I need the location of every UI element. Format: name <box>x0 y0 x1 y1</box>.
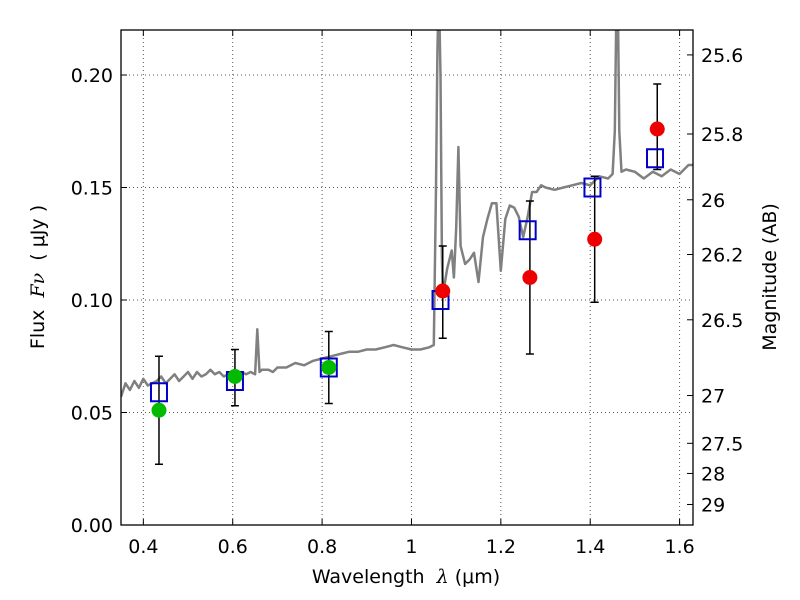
x-axis-label-prefix: Wavelength <box>312 566 437 588</box>
y-tick-label: 0.15 <box>71 178 113 200</box>
right-axis-label: Magnitude (AB) <box>759 203 781 351</box>
x-tick-label: 1.6 <box>664 536 694 558</box>
y-tick-label: 0.20 <box>71 65 113 87</box>
green-data-point <box>321 360 337 375</box>
x-axis-label-suffix: (μm) <box>449 566 500 588</box>
red-data-point <box>587 231 603 247</box>
model-point-square <box>149 382 168 403</box>
x-tick-label: 0.6 <box>218 536 248 558</box>
model-point-square <box>518 220 537 241</box>
x-axis-label: Wavelength λ (μm) <box>312 566 500 588</box>
x-tick-label: 0.4 <box>128 536 158 558</box>
plot-clipped <box>121 30 693 465</box>
y-tick-label: 0.05 <box>71 403 113 425</box>
y-axis-label-prefix: Flux <box>27 298 49 350</box>
red-data-point <box>435 283 451 299</box>
model-spectrum-line <box>121 30 693 398</box>
model-point-square <box>646 148 665 169</box>
model-point-square <box>319 357 338 378</box>
y-tick-label: 0.00 <box>71 515 113 537</box>
right-tick-label: 25.8 <box>701 124 743 146</box>
right-tick-label: 27 <box>701 386 725 408</box>
x-axis-label-symbol: λ <box>436 566 449 588</box>
right-tick-label: 27.5 <box>701 433 743 455</box>
model-point-square <box>583 177 602 198</box>
y-axis-label: Flux Fν ( μJy ) <box>27 205 49 349</box>
green-data-point <box>151 402 167 418</box>
y-tick-label: 0.10 <box>71 290 113 312</box>
x-tick-label: 0.8 <box>307 536 337 558</box>
x-tick-label: 1.2 <box>486 536 516 558</box>
right-tick-label: 28 <box>701 463 725 485</box>
right-tick-label: 26.5 <box>701 310 743 332</box>
green-data-point <box>227 369 243 384</box>
x-tick-label: 1 <box>405 536 417 558</box>
y-axis-label-symbol: Fν <box>27 272 49 298</box>
plot-frame <box>120 29 694 526</box>
plot-area <box>121 30 693 526</box>
axes: 0.4 0.6 0.8 1 1.2 1.4 1.6 0.00 0.05 0.10 0.15 0.20 2… <box>71 29 743 558</box>
y-axis-label-suffix: ( μJy ) <box>27 205 49 273</box>
x-tick-label: 1.4 <box>575 536 605 558</box>
right-tick-label: 29 <box>701 494 725 516</box>
right-tick-label: 26.2 <box>701 244 743 266</box>
right-tick-label: 25.6 <box>701 45 743 67</box>
right-tick-label: 26 <box>701 190 725 212</box>
red-data-point <box>522 270 538 285</box>
red-data-point <box>649 121 665 137</box>
